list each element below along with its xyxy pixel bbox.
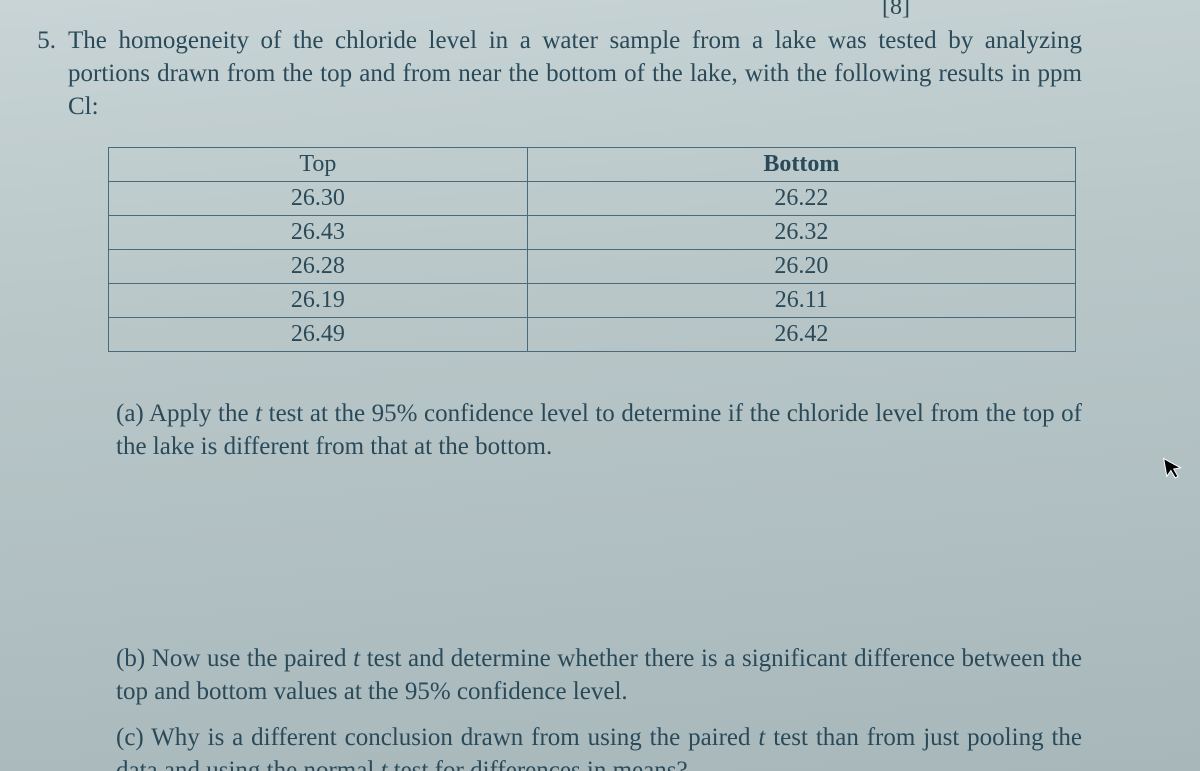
part-a-label: (a)	[116, 400, 144, 427]
data-table: Top Bottom 26.30 26.22 26.43 26.32 26.28…	[108, 147, 1076, 352]
col-header-top: Top	[109, 148, 528, 182]
cell-top: 26.43	[109, 216, 528, 250]
table-header-row: Top Bottom	[109, 148, 1076, 182]
table-row: 26.49 26.42	[109, 318, 1076, 352]
part-a-text: Apply the t test at the 95% confidence l…	[116, 400, 1082, 460]
cell-bottom: 26.20	[527, 250, 1075, 284]
cell-bottom: 26.32	[527, 216, 1075, 250]
cell-top: 26.49	[109, 318, 528, 352]
part-b-text: Now use the paired t test and determine …	[116, 645, 1082, 705]
problem-text: The homogeneity of the chloride level in…	[68, 24, 1172, 123]
part-c-label: (c)	[116, 724, 144, 751]
part-c-text: Why is a different conclusion drawn from…	[116, 724, 1082, 771]
part-a: (a) Apply the t test at the 95% confiden…	[116, 398, 1082, 463]
col-header-bottom-text: Bottom	[763, 151, 839, 177]
cell-top: 26.19	[109, 284, 528, 318]
problem-block: 5. The homogeneity of the chloride level…	[28, 24, 1172, 123]
cell-bottom: 26.22	[527, 182, 1075, 216]
part-b-label: (b)	[116, 645, 145, 672]
table-row: 26.19 26.11	[109, 284, 1076, 318]
problem-number: 5.	[28, 24, 68, 57]
col-header-bottom: Bottom	[527, 148, 1075, 182]
part-b: (b) Now use the paired t test and determ…	[116, 643, 1082, 708]
table-row: 26.43 26.32	[109, 216, 1076, 250]
page-container: [8] 5. The homogeneity of the chloride l…	[0, 0, 1200, 771]
data-table-wrap: Top Bottom 26.30 26.22 26.43 26.32 26.28…	[108, 147, 1076, 352]
table-row: 26.30 26.22	[109, 182, 1076, 216]
table-row: 26.28 26.20	[109, 250, 1076, 284]
cell-bottom: 26.42	[527, 318, 1075, 352]
page-top-marker: [8]	[882, 0, 910, 21]
cell-bottom: 26.11	[527, 284, 1075, 318]
cell-top: 26.28	[109, 250, 528, 284]
part-c: (c) Why is a different conclusion drawn …	[116, 722, 1082, 771]
table-body: 26.30 26.22 26.43 26.32 26.28 26.20 26.1…	[109, 182, 1076, 352]
cell-top: 26.30	[109, 182, 528, 216]
